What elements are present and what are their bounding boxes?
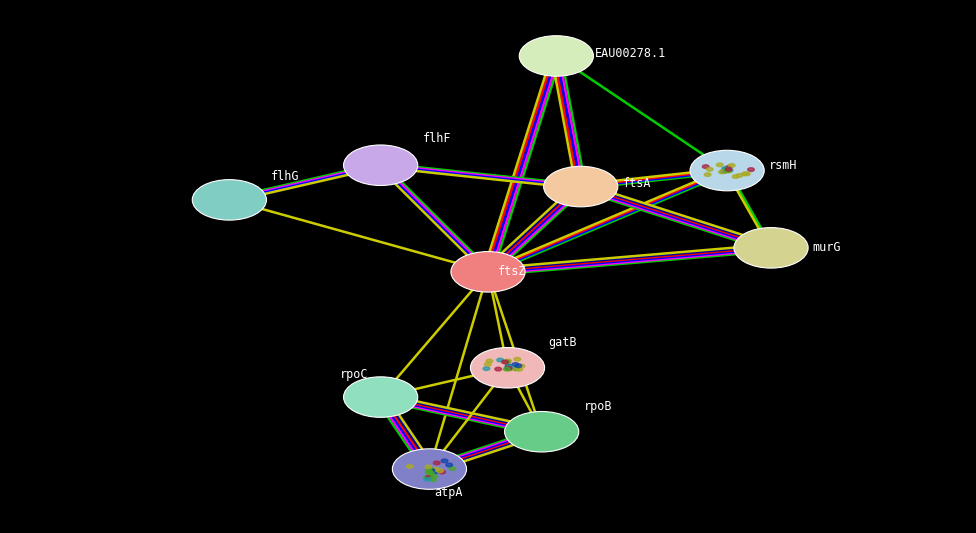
Circle shape [392, 449, 467, 489]
Circle shape [705, 173, 711, 176]
Text: murG: murG [812, 241, 840, 254]
Circle shape [436, 469, 443, 473]
Circle shape [726, 169, 733, 172]
Text: gatB: gatB [549, 336, 577, 349]
Circle shape [484, 362, 491, 366]
Circle shape [451, 252, 525, 292]
Circle shape [497, 358, 504, 362]
Circle shape [506, 364, 512, 368]
Circle shape [544, 166, 618, 207]
Circle shape [732, 175, 739, 179]
Circle shape [513, 367, 519, 370]
Circle shape [424, 476, 430, 480]
Circle shape [470, 348, 545, 388]
Circle shape [344, 377, 418, 417]
Text: EAU00278.1: EAU00278.1 [595, 47, 667, 60]
Circle shape [439, 470, 445, 474]
Circle shape [736, 174, 743, 177]
Text: ftsA: ftsA [623, 177, 651, 190]
Circle shape [748, 168, 754, 172]
Circle shape [426, 471, 432, 474]
Circle shape [514, 358, 520, 361]
Circle shape [725, 166, 732, 169]
Circle shape [433, 461, 440, 465]
Circle shape [426, 467, 432, 471]
Circle shape [449, 467, 456, 470]
Circle shape [430, 474, 437, 478]
Circle shape [718, 170, 725, 174]
Circle shape [506, 367, 512, 370]
Circle shape [744, 172, 751, 176]
Circle shape [505, 411, 579, 452]
Circle shape [515, 364, 522, 368]
Text: rpoB: rpoB [584, 400, 612, 413]
Circle shape [505, 366, 511, 370]
Circle shape [506, 365, 512, 369]
Circle shape [426, 465, 431, 469]
Text: rpoC: rpoC [340, 368, 368, 381]
Circle shape [504, 360, 510, 364]
Circle shape [502, 360, 508, 364]
Circle shape [426, 475, 432, 479]
Circle shape [724, 168, 731, 172]
Circle shape [703, 165, 709, 168]
Circle shape [427, 471, 434, 475]
Circle shape [507, 367, 513, 371]
Circle shape [707, 167, 713, 171]
Circle shape [505, 359, 511, 363]
Circle shape [483, 367, 490, 370]
Circle shape [725, 167, 732, 171]
Circle shape [734, 228, 808, 268]
Circle shape [690, 150, 764, 191]
Circle shape [427, 469, 434, 472]
Circle shape [432, 467, 439, 471]
Circle shape [722, 167, 728, 171]
Circle shape [516, 367, 522, 371]
Circle shape [518, 364, 525, 368]
Circle shape [486, 359, 493, 363]
Text: atpA: atpA [434, 486, 463, 499]
Circle shape [512, 362, 518, 366]
Text: flhG: flhG [271, 171, 300, 183]
Circle shape [504, 367, 510, 371]
Circle shape [431, 470, 438, 474]
Circle shape [446, 463, 453, 467]
Circle shape [519, 36, 593, 76]
Circle shape [495, 367, 502, 371]
Circle shape [427, 469, 434, 473]
Circle shape [742, 172, 749, 175]
Circle shape [407, 465, 413, 468]
Circle shape [429, 478, 436, 481]
Circle shape [716, 163, 723, 167]
Text: flhF: flhF [423, 132, 451, 145]
Circle shape [724, 169, 730, 172]
Circle shape [192, 180, 266, 220]
Text: ftsZ: ftsZ [498, 265, 526, 278]
Circle shape [344, 145, 418, 185]
Circle shape [720, 169, 727, 173]
Text: rsmH: rsmH [769, 159, 797, 172]
Circle shape [728, 164, 735, 167]
Circle shape [722, 167, 729, 171]
Circle shape [441, 459, 448, 463]
Circle shape [424, 478, 430, 481]
Circle shape [725, 169, 732, 173]
